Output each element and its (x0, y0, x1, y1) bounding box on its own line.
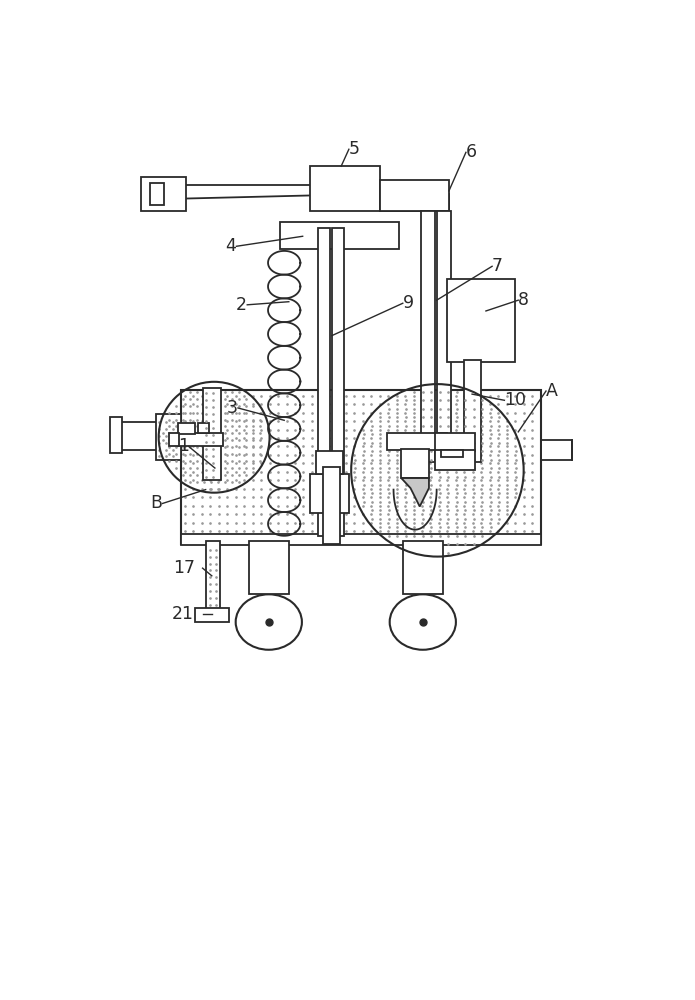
Bar (441, 450, 463, 457)
Bar (111, 417, 122, 453)
Bar (150, 183, 164, 205)
Text: 9: 9 (403, 294, 414, 312)
Text: 17: 17 (173, 559, 195, 577)
Bar (448, 279, 515, 362)
Bar (403, 541, 443, 594)
Bar (169, 433, 179, 446)
Text: 7: 7 (492, 257, 503, 275)
Bar (316, 451, 343, 474)
Text: 4: 4 (226, 237, 236, 255)
Bar (401, 449, 429, 478)
Bar (249, 541, 289, 594)
Bar (195, 608, 229, 622)
Bar (311, 474, 349, 513)
Bar (198, 423, 208, 433)
Ellipse shape (236, 594, 302, 650)
Bar (379, 194, 449, 211)
Bar (332, 228, 344, 536)
Bar (279, 222, 399, 249)
Bar (436, 211, 450, 462)
Text: A: A (546, 382, 558, 400)
Text: 3: 3 (227, 399, 238, 417)
Bar (387, 433, 448, 450)
Ellipse shape (390, 594, 456, 650)
Bar (181, 389, 541, 544)
Bar (311, 166, 379, 211)
Text: 2: 2 (236, 296, 247, 314)
Text: 1: 1 (178, 437, 189, 455)
Bar (178, 433, 222, 446)
Bar (421, 211, 435, 462)
Text: 5: 5 (349, 140, 360, 158)
Bar (318, 228, 330, 536)
Bar (206, 541, 220, 609)
Text: 8: 8 (518, 291, 530, 309)
Bar (435, 450, 475, 470)
Polygon shape (401, 478, 429, 507)
Bar (464, 360, 482, 462)
Bar (541, 440, 572, 460)
Text: B: B (151, 494, 163, 512)
Bar (435, 433, 475, 451)
Bar (178, 423, 195, 434)
Bar (322, 466, 340, 544)
Bar (202, 388, 221, 480)
Bar (156, 414, 181, 460)
Bar (141, 177, 186, 211)
Bar (181, 534, 541, 545)
Text: 6: 6 (466, 143, 477, 161)
Text: 21: 21 (172, 605, 193, 623)
Text: 10: 10 (505, 391, 526, 409)
Bar (379, 180, 449, 211)
